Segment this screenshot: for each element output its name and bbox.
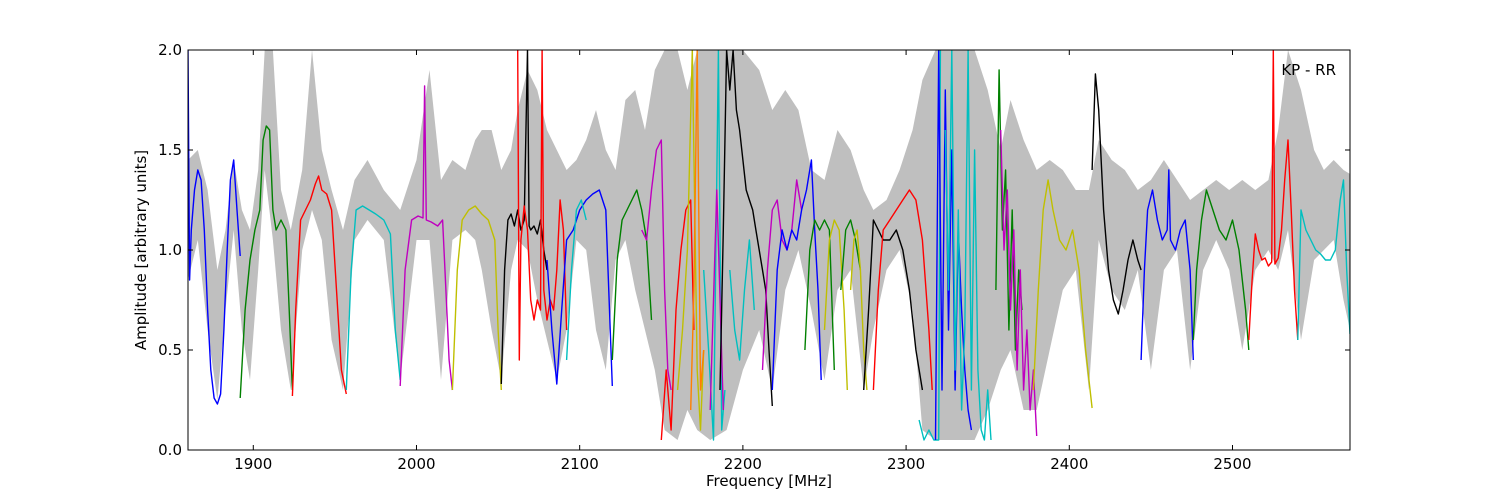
series-line-27 <box>872 189 933 391</box>
series-line-19 <box>729 239 755 361</box>
x-tick-label: 2300 <box>887 455 925 473</box>
series-line-20 <box>761 179 803 371</box>
series-line-7 <box>500 50 548 385</box>
series-line-25 <box>849 229 868 391</box>
series-line-3 <box>291 175 347 397</box>
series-line-14 <box>676 50 705 431</box>
x-tick-label: 1900 <box>234 455 272 473</box>
x-tick-label: 2000 <box>397 455 435 473</box>
x-axis-label: Frequency [MHz] <box>706 472 832 490</box>
series-line-5 <box>399 85 454 391</box>
x-tick-label: 2500 <box>1213 455 1251 473</box>
series-line-38 <box>1297 179 1350 341</box>
annotation-label: KP - RR <box>1281 61 1336 79</box>
x-tick-label: 2100 <box>561 455 599 473</box>
series-line-10 <box>565 199 587 361</box>
series-line-1 <box>188 50 241 405</box>
series-line-32 <box>1000 129 1038 437</box>
series-line-30 <box>944 50 992 441</box>
series-line-13 <box>660 199 695 441</box>
series-line-4 <box>345 205 401 391</box>
x-tick-label: 2400 <box>1050 455 1088 473</box>
y-tick-label: 2.0 <box>158 41 182 59</box>
series-line-15 <box>690 50 705 411</box>
series-line-8 <box>517 50 568 361</box>
series-line-33 <box>1032 179 1093 409</box>
series-line-12 <box>641 139 672 391</box>
x-tick-label: 2200 <box>724 455 762 473</box>
series-line-36 <box>1192 189 1250 351</box>
series-line-16 <box>703 50 726 441</box>
y-tick-label: 0.5 <box>158 341 182 359</box>
y-tick-label: 1.5 <box>158 141 182 159</box>
y-axis-label: Amplitude [arbitrary units] <box>132 150 150 350</box>
series-line-18 <box>719 50 773 407</box>
series-line-9 <box>546 189 613 387</box>
y-tick-label: 1.0 <box>158 241 182 259</box>
y-tick-label: 0.0 <box>158 441 182 459</box>
series-line-34 <box>1091 73 1142 315</box>
series-line-11 <box>611 189 653 361</box>
series-line-28 <box>918 50 942 441</box>
series-line-2 <box>239 125 294 399</box>
series-line-23 <box>823 219 848 391</box>
series-line-24 <box>840 219 862 291</box>
series-line-35 <box>1140 169 1194 361</box>
series-line-37 <box>1248 50 1299 341</box>
series-line-31 <box>995 69 1023 351</box>
series-line-26 <box>863 219 924 391</box>
series-line-21 <box>771 159 822 391</box>
series-line-22 <box>804 219 835 371</box>
series-line-6 <box>451 205 502 391</box>
